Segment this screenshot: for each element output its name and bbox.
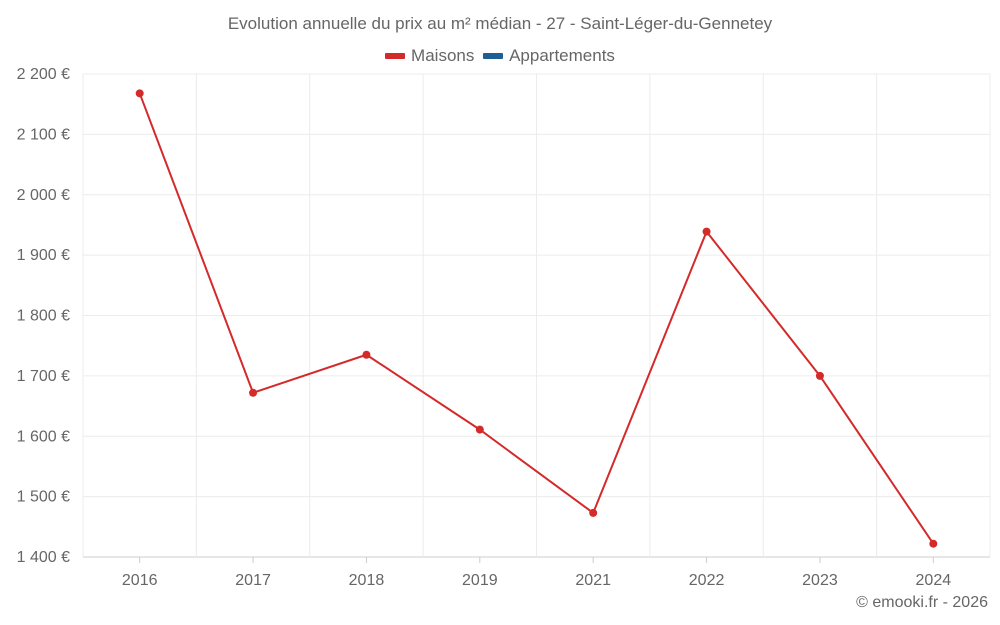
y-tick-label: 1 500 €: [17, 489, 70, 506]
data-point-2016: [135, 89, 144, 98]
data-point-2019: [475, 425, 484, 434]
x-tick-label: 2016: [122, 572, 158, 589]
legend-label-appartements: Appartements: [509, 46, 615, 65]
data-point-2023: [815, 371, 824, 380]
legend-item-appartements[interactable]: Appartements: [483, 46, 615, 66]
chart-title: Evolution annuelle du prix au m² médian …: [227, 14, 773, 33]
y-tick-label: 2 100 €: [17, 126, 70, 143]
legend-label-maisons: Maisons: [411, 46, 475, 65]
y-tick-label: 2 200 €: [17, 66, 70, 83]
legend-swatch-maisons: [385, 53, 406, 59]
copyright-footer: © emooki.fr - 2026: [856, 594, 988, 611]
chart-legend: Maisons Appartements: [0, 44, 1000, 66]
data-point-2022: [702, 227, 711, 236]
series-line-maisons: [138, 92, 935, 545]
y-tick-label: 1 700 €: [17, 368, 70, 385]
x-tick-label: 2022: [689, 572, 725, 589]
data-point-2024: [929, 539, 938, 548]
data-point-2017: [249, 388, 258, 397]
legend-item-maisons[interactable]: Maisons: [385, 46, 474, 66]
x-tick-label: 2018: [349, 572, 385, 589]
y-tick-label: 1 600 €: [17, 428, 70, 445]
x-tick-label: 2017: [235, 572, 271, 589]
x-tick-label: 2021: [575, 572, 611, 589]
x-tick-label: 2019: [462, 572, 498, 589]
x-tick-label: 2024: [916, 572, 952, 589]
y-tick-label: 1 900 €: [17, 247, 70, 264]
data-point-2021: [589, 508, 598, 517]
y-tick-label: 1 400 €: [17, 549, 70, 566]
legend-swatch-appartements: [483, 53, 504, 59]
data-point-2018: [362, 350, 371, 359]
x-tick-label: 2023: [802, 572, 838, 589]
y-tick-label: 1 800 €: [17, 308, 70, 325]
y-tick-label: 2 000 €: [17, 187, 70, 204]
